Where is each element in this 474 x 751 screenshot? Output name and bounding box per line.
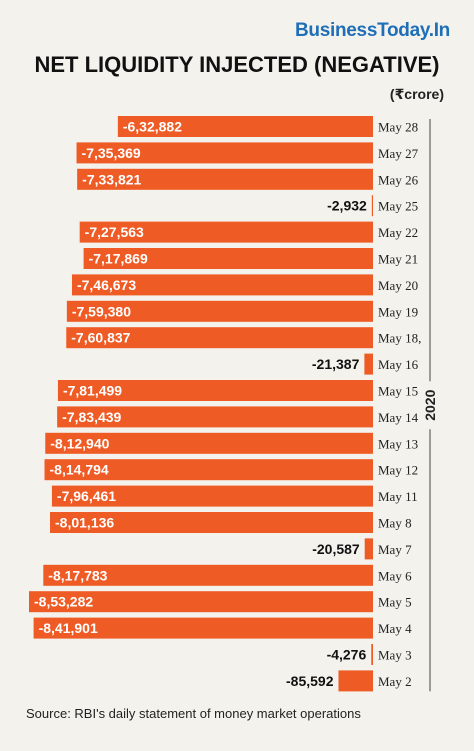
bar-value-label: -7,33,821 (82, 171, 141, 187)
bar (29, 591, 373, 613)
date-label: May 27 (378, 146, 419, 161)
bar (33, 617, 373, 639)
bar (371, 195, 373, 217)
brand-logo: BusinessToday.In (295, 20, 450, 41)
bar-value-label: -7,17,869 (89, 251, 148, 267)
bar (76, 142, 374, 164)
date-label: May 4 (378, 621, 412, 636)
bar (66, 300, 374, 322)
bar (371, 644, 373, 665)
date-label: May 28 (378, 120, 418, 135)
bar-value-label: -7,96,461 (57, 488, 116, 504)
source-note: Source: RBI's daily statement of money m… (26, 706, 361, 721)
bar (45, 432, 373, 454)
bar-value-label: -21,387 (312, 356, 360, 372)
bar-value-label: -7,27,563 (85, 224, 144, 240)
year-label: 2020 (422, 389, 438, 420)
bar (71, 274, 373, 296)
bar (57, 406, 373, 428)
bar (50, 512, 374, 533)
date-label: May 8 (378, 516, 412, 531)
bar (364, 353, 373, 375)
date-label: May 11 (378, 489, 418, 504)
bar-value-label: -6,32,882 (123, 119, 182, 135)
chart-title: NET LIQUIDITY INJECTED (NEGATIVE) (34, 52, 440, 77)
date-label: May 25 (378, 199, 418, 214)
date-label: May 12 (378, 463, 418, 478)
bar (51, 485, 373, 507)
bar-value-label: -7,83,439 (62, 409, 121, 425)
date-label: May 5 (378, 595, 412, 610)
date-label: May 16 (378, 357, 419, 372)
bar-value-label: -7,46,673 (77, 277, 136, 293)
bar (364, 538, 373, 560)
bar-value-label: -20,587 (312, 541, 360, 557)
bar-value-label: -8,01,136 (55, 515, 114, 531)
unit-label: (₹crore) (389, 86, 444, 102)
date-label: May 19 (378, 304, 418, 319)
bar-value-label: -85,592 (286, 673, 334, 689)
bar (117, 116, 373, 137)
bar-value-label: -8,53,282 (34, 594, 93, 610)
bar-value-label: -8,12,940 (50, 435, 109, 451)
bar-value-label: -8,14,794 (50, 462, 109, 478)
date-label: May 18, (378, 331, 421, 346)
date-label: May 2 (378, 674, 412, 689)
date-label: May 20 (378, 278, 418, 293)
bar (338, 670, 373, 692)
date-label: May 6 (378, 568, 412, 583)
date-label: May 3 (378, 648, 412, 663)
date-label: May 15 (378, 384, 418, 399)
date-label: May 22 (378, 225, 418, 240)
date-label: May 26 (378, 172, 419, 187)
bar (66, 327, 373, 349)
date-label: May 7 (378, 542, 412, 557)
date-label: May 14 (378, 410, 419, 425)
bar-value-label: -2,932 (327, 198, 367, 214)
date-label: May 13 (378, 436, 418, 451)
bar (43, 564, 373, 586)
bar-value-label: -7,81,499 (63, 383, 122, 399)
bar (44, 459, 373, 481)
bar-value-label: -7,60,837 (71, 330, 130, 346)
bar-value-label: -8,17,783 (48, 567, 107, 583)
bar (83, 248, 374, 269)
bar (77, 168, 373, 190)
bar-value-label: -4,276 (327, 647, 367, 663)
date-label: May 21 (378, 252, 418, 267)
bar-value-label: -8,41,901 (39, 620, 98, 636)
bar-value-label: -7,35,369 (82, 145, 141, 161)
bar-value-label: -7,59,380 (72, 303, 131, 319)
bar (79, 221, 373, 243)
bar (57, 380, 373, 401)
